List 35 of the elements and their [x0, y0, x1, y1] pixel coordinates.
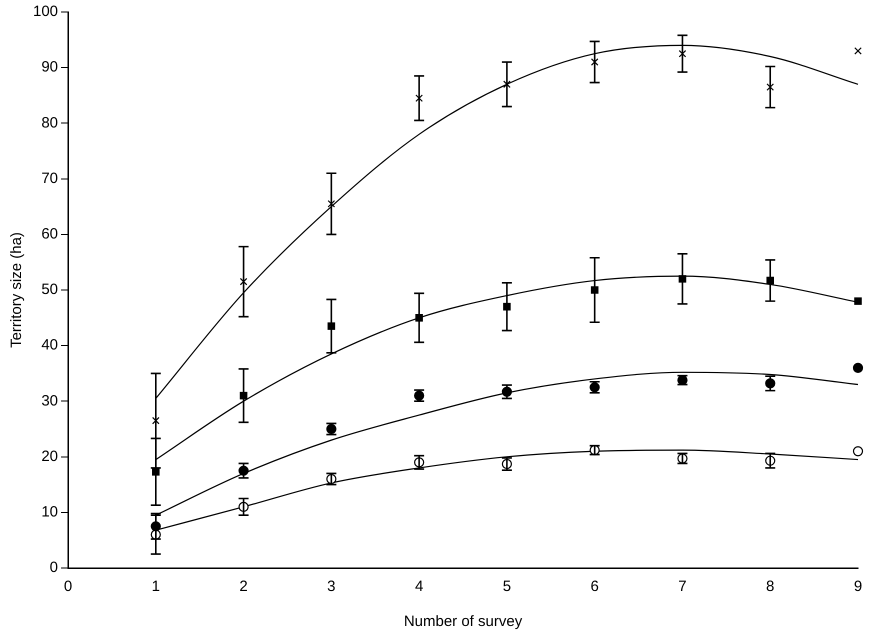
point — [678, 50, 686, 58]
point — [852, 362, 864, 373]
y-tick-label: 60 — [41, 226, 58, 243]
point — [328, 200, 336, 208]
x-axis-title: Number of survey — [404, 613, 523, 630]
point — [852, 446, 864, 456]
y-tick-label: 30 — [41, 392, 58, 410]
x-tick-label: 2 — [239, 578, 248, 596]
y-tick-label: 70 — [41, 170, 58, 187]
point — [503, 80, 511, 88]
x-tick-label: 8 — [766, 578, 774, 596]
y-axis-title: Territory size (ha) — [8, 232, 26, 348]
point — [590, 58, 598, 66]
point — [152, 416, 160, 424]
y-tick-label: 50 — [41, 281, 58, 298]
x-tick-label: 3 — [327, 578, 336, 596]
y-tick-label: 10 — [41, 504, 58, 521]
y-tick-label: 20 — [41, 448, 58, 465]
y-tick-label: 80 — [41, 114, 58, 132]
point — [854, 47, 862, 55]
y-tick-label: 0 — [50, 559, 58, 576]
x-tick-label: 5 — [502, 578, 512, 596]
y-tick-label: 100 — [32, 3, 58, 20]
x-tick-label: 0 — [64, 578, 72, 596]
x-tick-label: 4 — [414, 578, 424, 596]
y-tick-label: 90 — [41, 58, 58, 76]
x-tick-label: 6 — [590, 578, 599, 596]
point — [240, 278, 248, 286]
point — [415, 94, 423, 102]
x-tick-label: 9 — [854, 578, 862, 596]
y-tick-label: 40 — [41, 336, 58, 354]
x-tick-label: 7 — [678, 578, 687, 596]
point — [766, 83, 774, 91]
point — [854, 297, 862, 305]
x-tick-label: 1 — [152, 578, 160, 596]
